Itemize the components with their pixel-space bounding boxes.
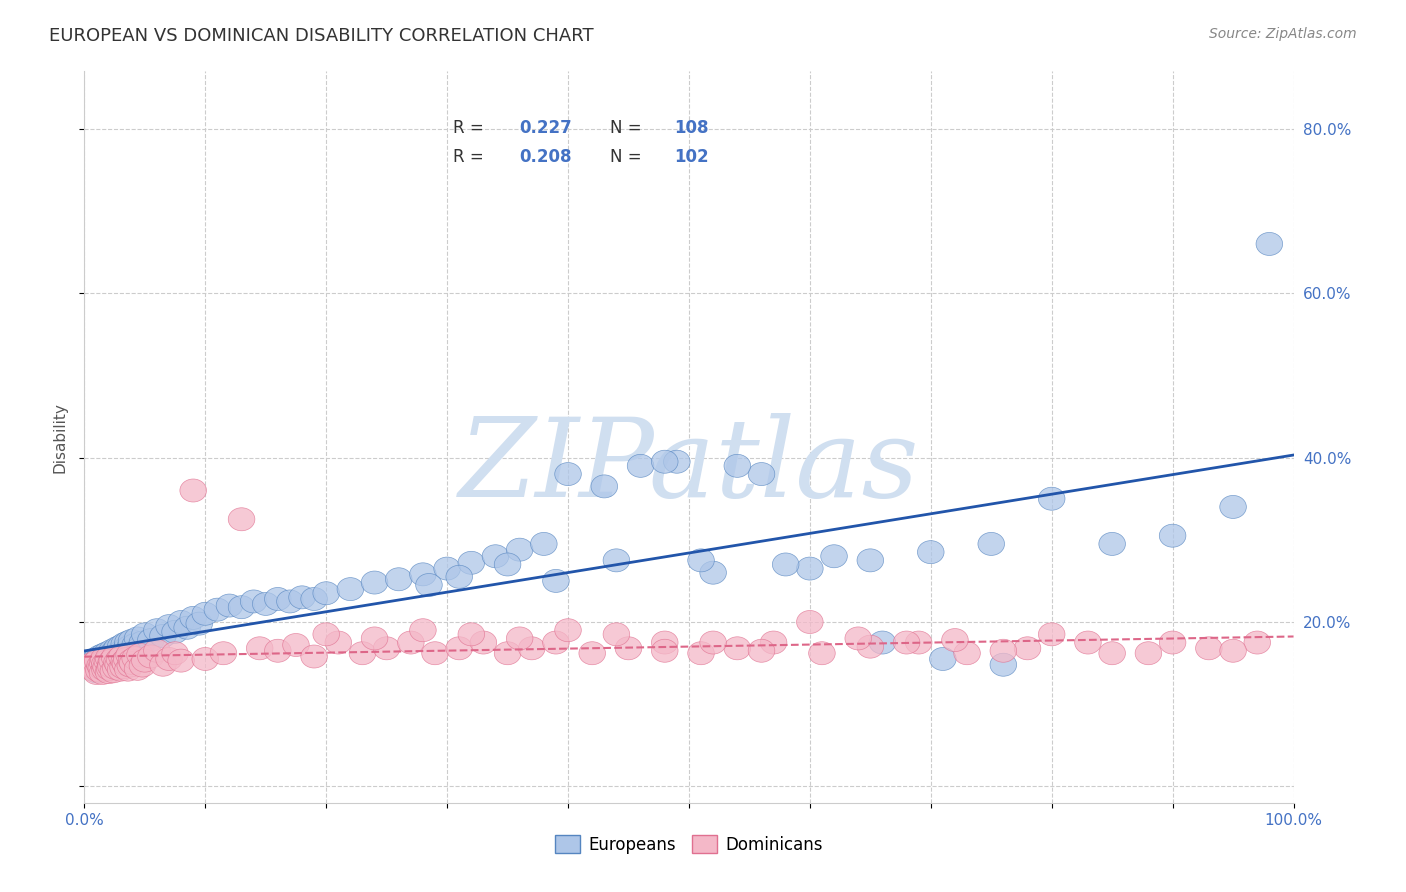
Text: R =: R = xyxy=(453,148,484,166)
Text: N =: N = xyxy=(610,119,643,136)
Y-axis label: Disability: Disability xyxy=(52,401,67,473)
Legend: Europeans, Dominicans: Europeans, Dominicans xyxy=(548,829,830,860)
Text: 0.227: 0.227 xyxy=(520,119,572,136)
Text: N =: N = xyxy=(610,148,643,166)
Text: 0.208: 0.208 xyxy=(520,148,572,166)
Text: EUROPEAN VS DOMINICAN DISABILITY CORRELATION CHART: EUROPEAN VS DOMINICAN DISABILITY CORRELA… xyxy=(49,27,593,45)
Text: R =: R = xyxy=(453,119,484,136)
Text: 108: 108 xyxy=(675,119,709,136)
Text: 102: 102 xyxy=(675,148,709,166)
Text: ZIPatlas: ZIPatlas xyxy=(458,413,920,520)
Text: Source: ZipAtlas.com: Source: ZipAtlas.com xyxy=(1209,27,1357,41)
